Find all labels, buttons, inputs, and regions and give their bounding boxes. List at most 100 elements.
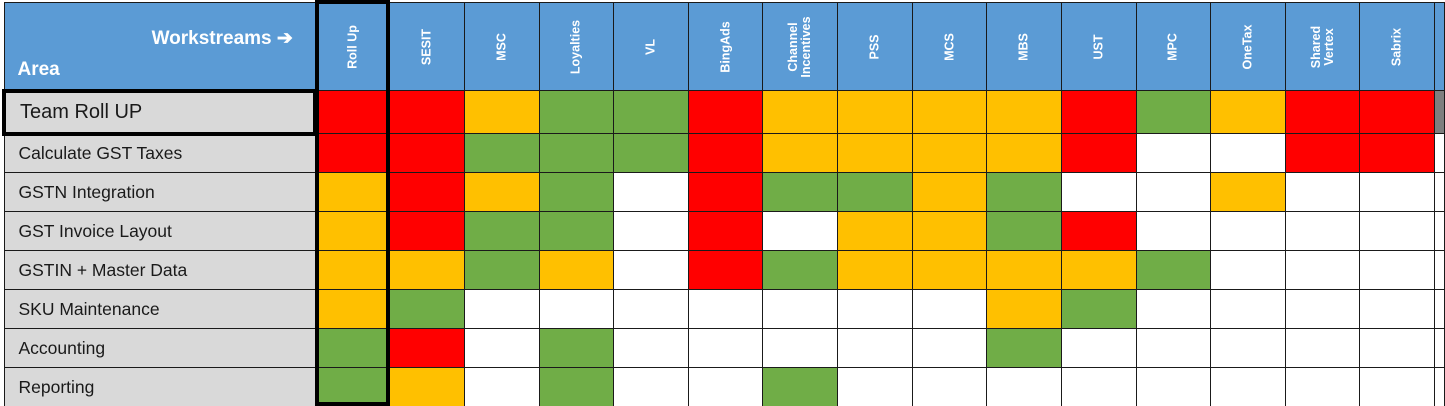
status-cell — [1210, 133, 1286, 173]
status-cell — [986, 90, 1062, 134]
status-cell — [1135, 172, 1212, 212]
status-cell — [1284, 211, 1361, 251]
status-cell — [1135, 289, 1212, 329]
status-cell — [613, 90, 689, 134]
area-label: Accounting — [3, 328, 316, 368]
column-header: PSS — [837, 2, 913, 91]
status-cell — [911, 133, 988, 173]
column-header-label: Sabrix — [1389, 27, 1404, 66]
status-cell — [837, 328, 913, 368]
status-cell — [1284, 172, 1361, 212]
column-header-overflow — [1433, 2, 1445, 91]
table-row: Reporting — [3, 367, 1445, 406]
area-header: Area — [17, 58, 60, 80]
status-cell — [1210, 367, 1286, 406]
status-cell — [687, 211, 764, 251]
status-cell — [986, 289, 1062, 329]
status-cell — [464, 133, 540, 173]
column-header-label: MBS — [1016, 32, 1031, 61]
status-cell — [687, 90, 764, 134]
table-body: Team Roll UP Calculate GST Taxes GSTN Inte… — [1, 88, 1445, 406]
status-cell — [613, 172, 689, 212]
column-header-label: VL — [643, 38, 658, 55]
column-header: MPC — [1135, 2, 1212, 91]
status-cell — [1135, 90, 1212, 134]
status-cell — [911, 367, 988, 406]
status-cell — [986, 367, 1062, 406]
status-cell — [1359, 328, 1435, 368]
status-cell — [762, 250, 839, 290]
status-cell — [1284, 250, 1361, 290]
workstreams-header: Workstreams ➔ — [152, 27, 293, 50]
column-header: Sabrix — [1359, 2, 1435, 91]
status-cell-overflow — [1433, 250, 1445, 290]
column-header: Roll Up — [314, 2, 391, 91]
status-cell — [986, 250, 1062, 290]
status-cell — [1210, 289, 1286, 329]
status-cell — [837, 172, 913, 212]
status-cell — [986, 328, 1062, 368]
status-cell — [464, 289, 540, 329]
status-cell — [687, 328, 764, 368]
status-cell — [687, 250, 764, 290]
status-cell — [538, 211, 615, 251]
status-cell — [314, 211, 391, 251]
status-cell — [1060, 328, 1137, 368]
status-cell — [538, 172, 615, 212]
status-cell — [762, 367, 839, 406]
status-cell — [1359, 133, 1435, 173]
status-cell — [613, 211, 689, 251]
status-cell-overflow — [1433, 367, 1445, 406]
status-cell — [1135, 250, 1212, 290]
column-header-label: PSS — [867, 33, 882, 60]
status-cell — [1359, 172, 1435, 212]
status-cell — [613, 328, 689, 368]
status-cell — [389, 172, 466, 212]
table-row: GSTN Integration — [3, 172, 1445, 212]
column-header: MSC — [464, 2, 540, 91]
status-cell — [314, 172, 391, 212]
status-cell — [464, 328, 540, 368]
status-cell — [687, 172, 764, 212]
header-row: Workstreams ➔ Area Roll Up SESIT MSC Loyalt… — [3, 2, 1445, 91]
status-cell — [1135, 367, 1212, 406]
column-header: Shared Vertex — [1284, 2, 1361, 91]
status-cell-overflow — [1433, 289, 1445, 329]
status-cell — [1359, 289, 1435, 329]
status-cell — [837, 90, 913, 134]
status-cell — [613, 367, 689, 406]
status-cell — [1210, 172, 1286, 212]
status-cell-overflow — [1433, 328, 1445, 368]
table-row: GSTIN + Master Data — [3, 250, 1445, 290]
status-cell — [464, 250, 540, 290]
column-header-label: Loyalties — [568, 19, 583, 74]
status-cell — [538, 133, 615, 173]
status-cell — [911, 172, 988, 212]
status-cell — [538, 367, 615, 406]
status-cell — [1359, 90, 1435, 134]
status-cell — [986, 172, 1062, 212]
column-header-label: Roll Up — [345, 24, 360, 69]
status-cell-overflow — [1433, 172, 1445, 212]
status-cell — [1060, 250, 1137, 290]
status-cell — [1135, 211, 1212, 251]
status-cell — [762, 328, 839, 368]
status-cell — [538, 90, 615, 134]
team-rollup-row: Team Roll UP — [1, 88, 1445, 136]
area-label: Calculate GST Taxes — [3, 133, 316, 173]
status-cell-overflow — [1433, 133, 1445, 173]
status-cell — [837, 133, 913, 173]
status-cell — [538, 328, 615, 368]
status-cell — [1210, 211, 1286, 251]
status-cell — [1060, 211, 1137, 251]
status-cell — [1060, 172, 1137, 212]
status-cell — [314, 250, 391, 290]
status-cell — [911, 250, 988, 290]
status-cell-overflow — [1433, 211, 1445, 251]
column-header: MCS — [911, 2, 988, 91]
status-cell — [1284, 328, 1361, 368]
column-header-label: OneTax — [1240, 24, 1255, 69]
status-cell — [687, 367, 764, 406]
column-header-label: BingAds — [718, 20, 733, 73]
status-cell — [314, 367, 391, 406]
